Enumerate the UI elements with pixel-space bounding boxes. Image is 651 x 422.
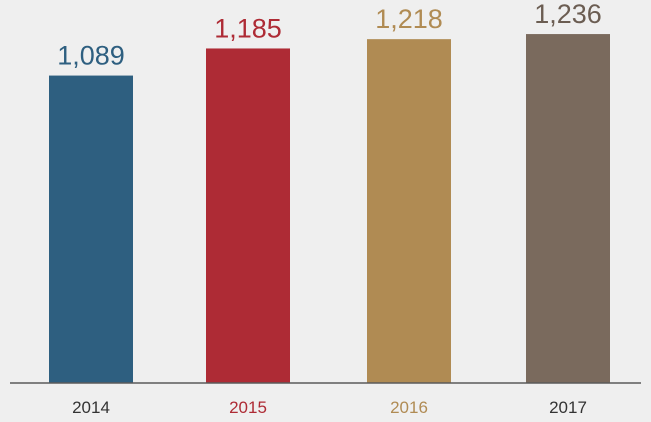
value-label-2017: 1,236 xyxy=(534,0,602,29)
bar-2017 xyxy=(526,34,610,384)
value-label-2016: 1,218 xyxy=(375,4,443,34)
bar-2014 xyxy=(49,75,133,383)
bars-layer xyxy=(49,34,610,384)
bar-2015 xyxy=(206,48,290,383)
x-tick-label-2017: 2017 xyxy=(549,398,587,417)
x-tick-label-2015: 2015 xyxy=(229,398,267,417)
x-tick-label-2014: 2014 xyxy=(72,398,110,417)
bar-2016 xyxy=(367,39,451,383)
labels-layer: 1,089 2014 1,185 2015 1,218 2016 1,236 2017 xyxy=(57,0,602,417)
value-label-2015: 1,185 xyxy=(214,13,282,43)
x-tick-label-2016: 2016 xyxy=(390,398,428,417)
value-label-2014: 1,089 xyxy=(57,41,125,71)
